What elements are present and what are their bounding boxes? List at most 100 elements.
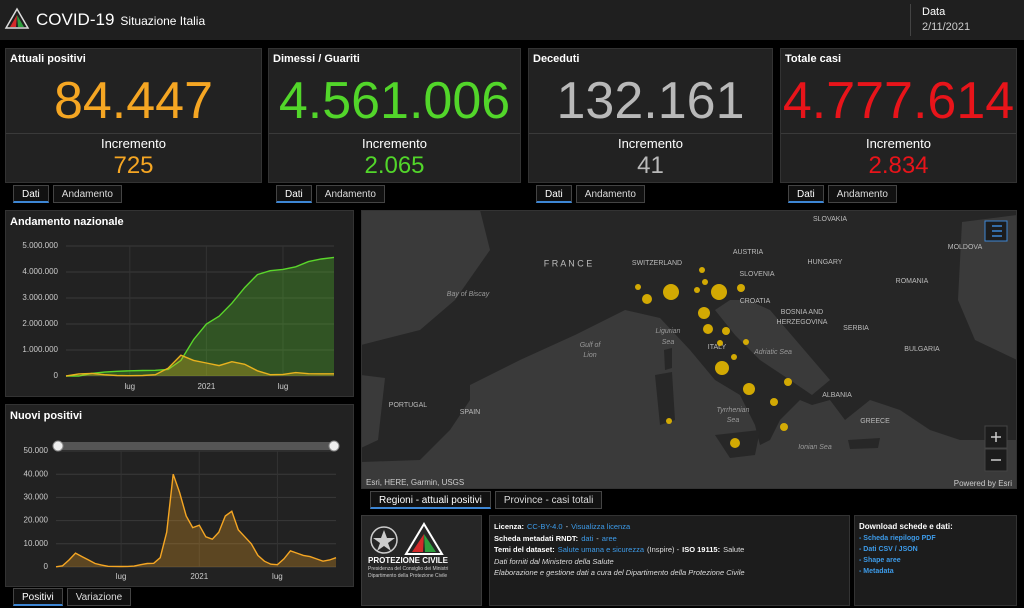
tab[interactable]: Andamento [315, 185, 385, 203]
data-line [55, 473, 337, 568]
emblem [370, 526, 398, 554]
increment-label: Incremento [100, 136, 167, 151]
info-line: Dati forniti dal Ministero della Salute [494, 556, 845, 568]
zoom-buttons[interactable] [984, 425, 1008, 472]
chart: Andamento nazionale 0 1.000.000 2.000.000 3.… [10, 216, 335, 391]
logo-shape [17, 15, 24, 27]
region-bubble [702, 279, 708, 285]
region-bubble [717, 340, 723, 346]
info-link[interactable]: Visualizza licenza [571, 522, 631, 531]
emblem-star [373, 530, 395, 551]
region-bubble [784, 378, 792, 386]
country-label: SLOVAKIA [813, 216, 847, 223]
sea-label: Ionian Sea [798, 444, 832, 451]
x-tick-label: 2021 [197, 382, 215, 391]
card-value: 4.561.006 [278, 72, 511, 130]
sea [715, 300, 830, 395]
info-text: Licenza: [494, 522, 525, 531]
tab[interactable]: Andamento [52, 185, 122, 203]
download-link[interactable]: - Dati CSV / JSON [859, 546, 918, 553]
card-value: 132.161 [556, 72, 745, 130]
tab[interactable]: Dati [536, 185, 572, 203]
info-box: Licenza: CC-BY-4.0- Visualizza licenza Sche… [489, 515, 850, 606]
info-text: Salute [723, 545, 745, 554]
region-bubble [666, 418, 672, 424]
y-tick-label: 5.000.000 [22, 241, 58, 250]
region-bubble [711, 284, 727, 300]
card-separator [6, 133, 261, 134]
sea-label: Bay of Biscay [447, 291, 490, 298]
tab[interactable]: Dati [13, 185, 49, 203]
info-link[interactable]: CC-BY-4.0 [527, 522, 563, 531]
card-separator [269, 133, 520, 134]
tab[interactable]: Positivi [13, 588, 63, 606]
tab[interactable]: Dati [276, 185, 312, 203]
logo-line: Presidenza del Consiglio dei Ministri [368, 566, 449, 572]
download-title: Download schede e dati: [859, 522, 953, 531]
x-tick-label: 2021 [190, 572, 208, 581]
region-bubble [703, 324, 713, 334]
x-tick-label: lug [124, 382, 135, 391]
region-bubble [663, 284, 679, 300]
download-link[interactable]: - Shape aree [859, 557, 901, 564]
info-line: Scheda metadati RNDT: dati - aree [494, 533, 845, 545]
logo-shape [10, 15, 17, 27]
tab[interactable]: Dati [788, 185, 824, 203]
sea [958, 215, 1016, 360]
region-bubble [715, 361, 729, 375]
card-value: 4.777.614 [782, 72, 1015, 130]
sea-label: Ligurian [656, 328, 681, 335]
country-label: HERZEGOVINA [777, 319, 828, 326]
region-bubble [722, 327, 730, 335]
app-title: COVID-19 [36, 10, 115, 29]
sea [362, 310, 1016, 488]
region-bubble [694, 287, 700, 293]
slider-handle [52, 440, 64, 452]
logo-name: PROTEZIONE CIVILE [368, 556, 449, 565]
download-link[interactable]: - Metadata [859, 568, 894, 575]
download-link[interactable]: - Scheda riepilogo PDF [859, 535, 936, 542]
tab[interactable]: Andamento [575, 185, 645, 203]
y-tick-label: 4.000.000 [22, 267, 58, 276]
data-line [65, 354, 334, 377]
increment-label: Incremento [617, 136, 684, 151]
country-label: BOSNIA AND [781, 309, 823, 316]
legend-button[interactable] [984, 220, 1008, 242]
tab[interactable]: Variazione [66, 588, 132, 606]
info-text: Elaborazione e gestione dati a cura del … [494, 568, 745, 577]
region-bubble [730, 438, 740, 448]
y-tick-label: 0 [54, 371, 59, 380]
x-tick-label: lug [116, 572, 127, 581]
tab[interactable]: Province - casi totali [494, 491, 603, 509]
increment-value: 41 [637, 152, 664, 179]
country-label: GREECE [860, 418, 890, 425]
sea [362, 211, 490, 345]
divider [910, 4, 911, 36]
tab[interactable]: Regioni - attuali positivi [370, 491, 491, 509]
sea-label: Gulf of [580, 342, 602, 349]
country-label: CROATIA [740, 298, 771, 305]
card-separator [781, 133, 1016, 134]
area-fill [66, 257, 334, 376]
info-link[interactable]: aree [601, 533, 617, 543]
y-tick-label: 1.000.000 [22, 345, 58, 354]
y-tick-label: 40.000 [24, 469, 49, 478]
y-tick-label: 3.000.000 [22, 293, 58, 302]
country-label: SLOVENIA [739, 271, 774, 278]
info-text: (Inspire) - [647, 545, 680, 554]
tab[interactable]: Andamento [827, 185, 897, 203]
card-title: Attuali positivi [10, 53, 86, 65]
header: COVID-19 Situazione Italia Data 2/11/2021 [0, 0, 1024, 40]
chart-title: Andamento nazionale [10, 216, 124, 228]
country-label: BULGARIA [904, 346, 940, 353]
logo [370, 522, 444, 555]
date-label: Data [922, 6, 946, 18]
stat-card: Totale casi 4.777.614 Incremento 2.834 [780, 48, 1017, 183]
region-bubble [731, 354, 737, 360]
logo-box: PROTEZIONE CIVILE Presidenza del Consigli… [361, 515, 482, 606]
increment-value: 725 [113, 152, 154, 179]
chart-panel: Andamento nazionale 0 1.000.000 2.000.000 3.… [5, 210, 354, 397]
increment-value: 2.065 [364, 152, 425, 179]
info-link[interactable]: dati [581, 533, 594, 543]
info-link[interactable]: Salute umana e sicurezza [557, 545, 645, 554]
